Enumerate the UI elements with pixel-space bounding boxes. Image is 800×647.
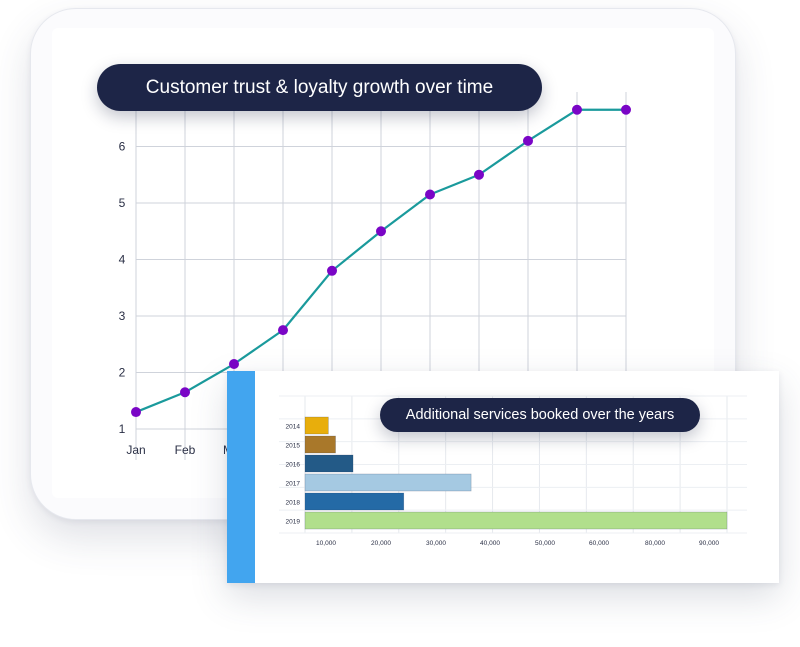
x-tick-label: Feb <box>175 443 196 457</box>
x-tick-label: 80,000 <box>645 540 665 547</box>
x-tick-label: 90,000 <box>699 540 719 547</box>
data-point <box>376 226 386 237</box>
category-label: 2015 <box>286 443 301 450</box>
bar <box>304 473 472 492</box>
bar-card-accent-stripe <box>227 371 255 583</box>
bar <box>304 511 728 530</box>
bar <box>304 416 329 435</box>
bar <box>304 492 405 511</box>
data-point <box>131 407 141 418</box>
x-tick-label: 10,000 <box>316 540 336 547</box>
y-tick-label: 5 <box>119 196 126 210</box>
category-label: 2018 <box>286 500 301 507</box>
x-tick-label: Jan <box>126 443 145 457</box>
x-tick-label: 50,000 <box>535 540 555 547</box>
bar-chart: 2014 2015 2016 2017 2018 2019 10,000 20,000 30,0… <box>279 395 747 547</box>
y-tick-label: 4 <box>119 253 126 267</box>
data-point <box>523 135 533 146</box>
line-chart-title: Customer trust & loyalty growth over tim… <box>97 64 542 111</box>
bar <box>304 435 336 454</box>
data-point <box>474 169 484 180</box>
data-point <box>229 359 239 370</box>
category-label: 2014 <box>286 424 301 431</box>
y-tick-label: 1 <box>119 422 126 436</box>
category-label: 2016 <box>286 462 301 469</box>
category-label: 2019 <box>286 519 301 526</box>
data-point <box>425 189 435 200</box>
category-label: 2017 <box>286 481 301 488</box>
bar-chart-title: Additional services booked over the year… <box>380 398 700 432</box>
data-point <box>327 265 337 276</box>
data-point <box>621 104 631 115</box>
bar <box>304 454 354 473</box>
x-tick-label: 20,000 <box>371 540 391 547</box>
y-tick-label: 3 <box>119 309 126 323</box>
y-tick-label: 2 <box>119 366 126 380</box>
x-tick-label: 30,000 <box>426 540 446 547</box>
y-tick-label: 6 <box>119 140 126 154</box>
data-point <box>278 325 288 336</box>
x-tick-label: 60,000 <box>589 540 609 547</box>
x-tick-label: 40,000 <box>480 540 500 547</box>
data-point <box>180 387 190 398</box>
data-point <box>572 104 582 115</box>
